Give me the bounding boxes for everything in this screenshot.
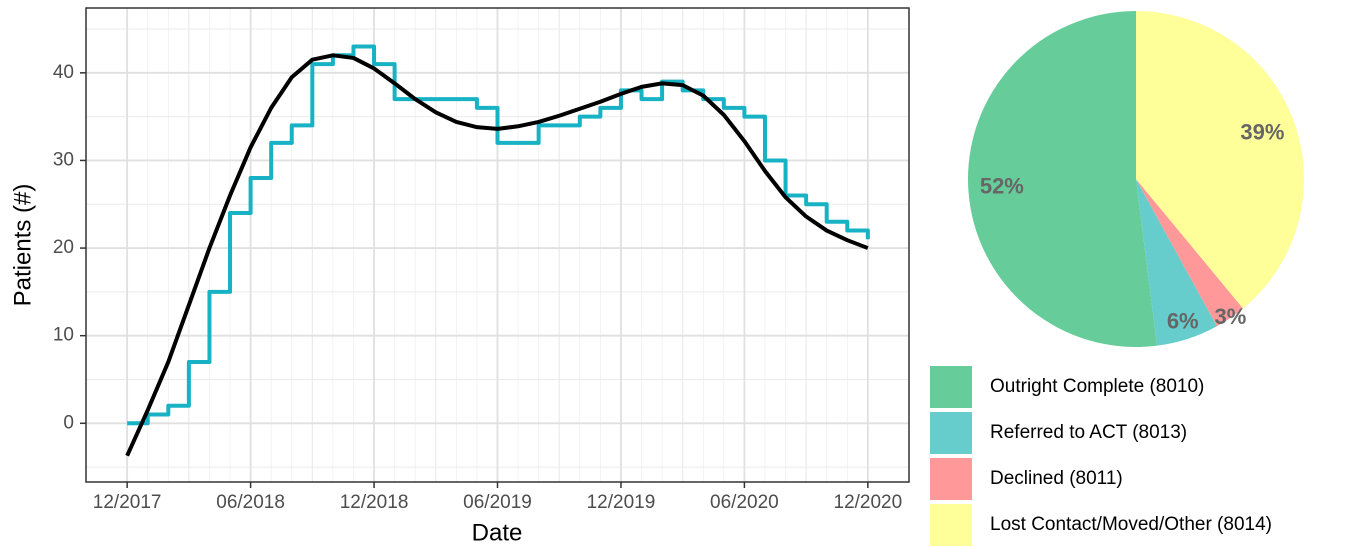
series-line: [127, 44, 870, 426]
pie-label: 39%: [1240, 119, 1284, 144]
x-tick-label: 06/2019: [463, 492, 532, 513]
pie-slice: [968, 11, 1158, 347]
legend-swatch: [930, 366, 972, 408]
y-tick-label: 0: [63, 412, 74, 433]
pie-slice: [1136, 179, 1217, 346]
legend-label: Outright Complete (8010): [990, 376, 1204, 397]
x-axis-title: Date: [472, 519, 523, 546]
pie-slice: [1136, 11, 1304, 309]
y-tick-label: 10: [53, 325, 74, 346]
y-axis-title: Patients (#): [9, 184, 36, 307]
pie-label: 3%: [1215, 304, 1247, 329]
pie-label: 52%: [980, 173, 1024, 198]
legend-label: Lost Contact/Moved/Other (8014): [990, 514, 1272, 535]
pie-label: 6%: [1167, 309, 1199, 334]
x-tick-label: 12/2019: [587, 492, 656, 513]
x-tick-label: 12/2020: [834, 492, 903, 513]
x-tick-label: 06/2018: [216, 492, 285, 513]
x-tick-label: 12/2017: [93, 492, 162, 513]
legend-swatch: [930, 458, 972, 500]
plot-border: [85, 7, 910, 483]
x-tick-label: 12/2018: [340, 492, 409, 513]
legend-label: Declined (8011): [990, 468, 1123, 489]
legend-swatch: [930, 412, 972, 454]
pie-slice: [1136, 179, 1244, 327]
legend-swatch: [930, 504, 972, 546]
y-tick-label: 40: [53, 62, 74, 83]
y-tick-label: 30: [53, 149, 74, 170]
y-tick-label: 20: [53, 237, 74, 258]
series-line: [125, 53, 869, 457]
legend-label: Referred to ACT (8013): [990, 422, 1187, 443]
x-tick-label: 06/2020: [710, 492, 779, 513]
